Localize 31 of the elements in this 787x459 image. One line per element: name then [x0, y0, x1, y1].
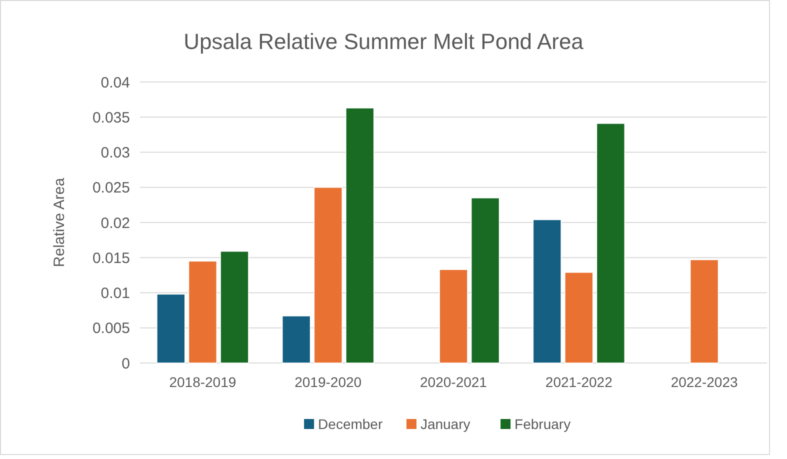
bar — [439, 269, 468, 364]
y-tick-label: 0.015 — [92, 250, 130, 267]
x-tick-label: 2020-2021 — [420, 374, 488, 390]
x-tick-label: 2019-2020 — [294, 374, 362, 390]
bar — [314, 186, 342, 364]
y-tick-label: 0.035 — [92, 109, 130, 126]
y-tick-label: 0.03 — [100, 144, 130, 162]
bar — [564, 272, 594, 364]
bar — [220, 250, 249, 364]
legend-label: January — [420, 416, 470, 432]
bar — [470, 198, 500, 364]
y-axis-title: Relative Area — [51, 177, 68, 268]
y-tick-label: 0.025 — [92, 180, 130, 197]
y-tick-label: 0.02 — [100, 214, 130, 232]
x-tick-label: 2022-2023 — [670, 374, 738, 390]
y-tick-label: 0.005 — [92, 320, 130, 338]
y-tick-label: 0.01 — [100, 285, 130, 302]
bar — [532, 219, 562, 364]
chart-title: Upsala Relative Summer Melt Pond Area — [184, 29, 584, 54]
legend-label: December — [318, 416, 383, 432]
bar — [188, 260, 218, 364]
y-tick-label: 0 — [122, 355, 130, 372]
x-tick-label: 2018-2019 — [169, 374, 236, 390]
legend-label: February — [514, 416, 571, 432]
bar — [346, 108, 374, 364]
bar — [156, 294, 186, 364]
bar — [690, 259, 719, 364]
y-tick-label: 0.04 — [100, 74, 130, 92]
x-tick-label: 2021-2022 — [545, 374, 613, 390]
bar — [282, 316, 311, 364]
bar — [596, 123, 626, 364]
